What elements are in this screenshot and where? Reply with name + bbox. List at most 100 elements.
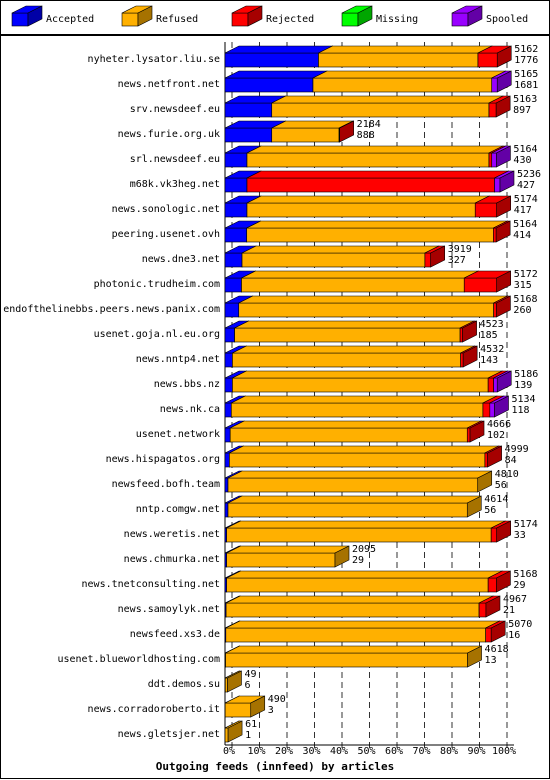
legend-swatch	[11, 12, 29, 27]
x-tick-label: 70%	[412, 746, 430, 757]
bar-segment	[224, 402, 232, 418]
bar-segment	[488, 152, 493, 168]
bar-segment	[224, 102, 273, 118]
bar-segment	[225, 602, 480, 618]
bar-segment	[232, 352, 461, 368]
accepted-label: 888	[357, 130, 375, 141]
accepted-label: 118	[512, 405, 530, 416]
offered-label: 5186	[514, 369, 538, 380]
bar-segment-top	[312, 70, 506, 79]
host-label: news.samoylyk.net	[118, 604, 220, 615]
x-axis-title: Outgoing feeds (innfeed) by articles	[156, 760, 394, 773]
offered-label: 4810	[495, 469, 519, 480]
bar-segment	[494, 177, 501, 193]
offered-label: 5162	[514, 44, 538, 55]
bar-segment-side	[496, 145, 511, 168]
x-tick-label: 20%	[275, 746, 293, 757]
accepted-label: 6	[244, 680, 250, 691]
bar-segment	[224, 452, 230, 468]
bar-segment-top	[232, 345, 475, 354]
host-label: usenet.goja.nl.eu.org	[94, 329, 220, 340]
legend-swatch-side	[357, 5, 373, 27]
offered-label: 5134	[512, 394, 536, 405]
legend-swatch-side	[27, 5, 43, 27]
bar-segment-top	[225, 645, 482, 654]
bar-segment	[491, 152, 497, 168]
bar-segment	[229, 427, 468, 443]
accepted-label: 139	[514, 380, 532, 391]
bar-segment	[487, 577, 497, 593]
bar-segment-top	[225, 620, 500, 629]
host-label: m68k.vk3heg.net	[130, 179, 220, 190]
host-label: peering.usenet.ovh	[112, 229, 220, 240]
bar-segment	[493, 227, 497, 243]
accepted-label: 1	[245, 730, 251, 741]
bar-segment-side	[466, 495, 482, 518]
accepted-label: 897	[513, 105, 531, 116]
offered-label: 49	[244, 669, 256, 680]
bar-segment	[474, 202, 498, 218]
offered-label: 61	[245, 719, 257, 730]
host-label: news.weretis.net	[124, 529, 220, 540]
offered-label: 4967	[503, 594, 527, 605]
bar-segment-side	[495, 95, 511, 118]
bar-segment	[271, 102, 490, 118]
host-label: srl.newsdeef.eu	[130, 154, 220, 165]
bar-segment	[460, 352, 464, 368]
host-label: news.gletsjer.net	[118, 729, 220, 740]
host-label: ddt.demos.su	[148, 679, 220, 690]
offered-label: 5168	[513, 569, 537, 580]
legend-swatch	[121, 12, 139, 27]
accepted-label: 56	[484, 505, 496, 516]
bar-segment	[312, 77, 493, 93]
offered-label: 4666	[487, 419, 511, 430]
bar-segment-side	[496, 270, 512, 293]
x-tick-label: 60%	[385, 746, 403, 757]
bar-segment	[224, 727, 229, 743]
accepted-label: 33	[514, 530, 526, 541]
bar-segment	[226, 527, 492, 543]
bar-segment-top	[225, 595, 494, 604]
offered-label: 5164	[513, 144, 537, 155]
bar-segment	[224, 352, 233, 368]
bar-segment-side	[496, 295, 511, 318]
bar-segment-top	[224, 45, 333, 54]
bar-segment-side	[496, 520, 512, 543]
host-label: news.tnetconsulting.net	[82, 579, 220, 590]
bar-segment	[484, 452, 488, 468]
host-label: news.corradoroberto.it	[88, 704, 220, 715]
bar-segment	[224, 152, 248, 168]
bar-segment-top	[246, 170, 509, 179]
accepted-label: 3	[268, 705, 274, 716]
accepted-label: 417	[514, 205, 532, 216]
bar-segment	[224, 677, 228, 693]
bar-segment-side	[339, 120, 354, 143]
x-tick-label: 10%	[247, 746, 265, 757]
bar-segment-top	[227, 495, 482, 504]
bar-segment	[271, 127, 340, 143]
bar-segment	[241, 252, 426, 268]
x-tick-label: 100%	[492, 746, 516, 757]
bar-segment-top	[241, 245, 440, 254]
bar-segment	[224, 227, 248, 243]
bar-segment-side	[250, 695, 266, 718]
bar-segment	[491, 77, 498, 93]
bar-segment	[226, 577, 489, 593]
host-label: newsfeed.bofh.team	[112, 479, 220, 490]
bar-segment	[224, 202, 248, 218]
offered-label: 4614	[484, 494, 508, 505]
legend-swatch	[451, 12, 469, 27]
accepted-label: 102	[487, 430, 505, 441]
offered-label: 490	[268, 694, 286, 705]
offered-label: 5172	[514, 269, 538, 280]
bar-segment-top	[230, 420, 482, 429]
bar-segment-top	[226, 520, 506, 529]
bar-segment-side	[334, 545, 350, 568]
bar-segment	[246, 202, 476, 218]
bar-segment-side	[494, 395, 509, 418]
bar-segment	[226, 552, 336, 568]
host-label: photonic.trudheim.com	[94, 279, 220, 290]
bar-segment	[238, 302, 494, 318]
bar-segment	[224, 327, 235, 343]
accepted-label: 13	[485, 655, 497, 666]
